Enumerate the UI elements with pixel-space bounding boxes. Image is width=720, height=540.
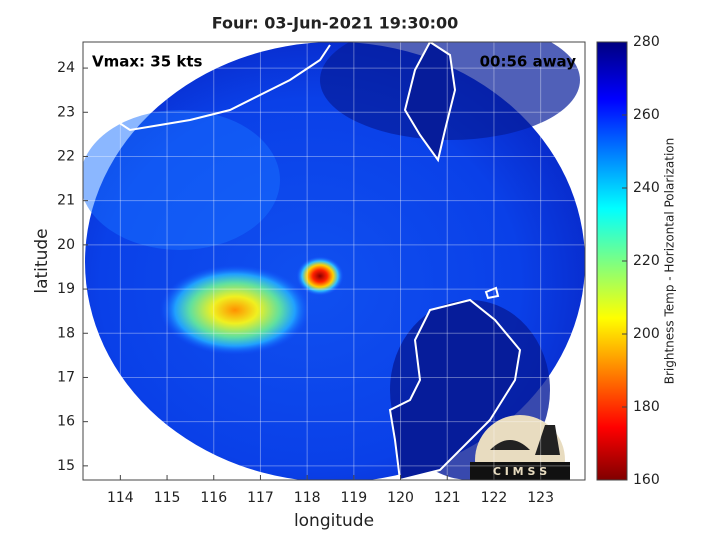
x-axis-label: longitude (294, 511, 374, 531)
cloud (160, 265, 310, 355)
x-tick-label: 120 (387, 490, 414, 506)
y-tick-label: 20 (57, 237, 75, 253)
y-tick-label: 17 (57, 369, 75, 385)
x-tick-label: 122 (481, 490, 508, 506)
x-tick-label: 121 (434, 490, 461, 506)
logo-text: C I M S S (493, 465, 547, 478)
x-tick-label: 114 (107, 490, 134, 506)
colorbar-tick-label: 160 (633, 472, 660, 488)
y-axis-label: latitude (32, 228, 52, 293)
plot-frame (82, 41, 586, 481)
coastline (403, 42, 457, 163)
x-tick-label: 116 (200, 490, 227, 506)
chart-title: Four: 03-Jun-2021 19:30:00 (212, 14, 459, 33)
y-tick-label: 15 (57, 458, 75, 474)
x-tick-label: 115 (154, 490, 181, 506)
colorbar-tick-label: 180 (633, 399, 660, 415)
y-tick-label: 22 (57, 148, 75, 164)
y-tick-label: 18 (57, 325, 75, 341)
coastline (484, 286, 500, 300)
coastline (388, 298, 522, 480)
colorbar-tick-label: 280 (633, 34, 660, 50)
annotation: 00:56 away (480, 53, 577, 71)
y-tick-label: 23 (57, 104, 75, 120)
colorbar-tick-label: 260 (633, 107, 660, 123)
y-tick-label: 16 (57, 414, 75, 430)
annotation: Vmax: 35 kts (92, 53, 202, 71)
x-tick-label: 119 (340, 490, 367, 506)
colorbar-tick-label: 220 (633, 253, 660, 269)
y-tick-label: 24 (57, 60, 75, 76)
cloud (296, 256, 344, 296)
x-tick-label: 118 (294, 490, 321, 506)
x-tick-label: 123 (527, 490, 554, 506)
y-tick-label: 19 (57, 281, 75, 297)
logo: C I M S S (470, 415, 570, 480)
y-tick-label: 21 (57, 193, 75, 209)
satellite-image: C I M S S (83, 42, 585, 480)
colorbar-tick-label: 200 (633, 326, 660, 342)
coastline (99, 44, 331, 132)
colorbar-tick-label: 240 (633, 180, 660, 196)
x-tick-label: 117 (247, 490, 274, 506)
cloud (83, 110, 280, 250)
colorbar-label: Brightness Temp - Horizontal Polarizatio… (663, 138, 677, 385)
